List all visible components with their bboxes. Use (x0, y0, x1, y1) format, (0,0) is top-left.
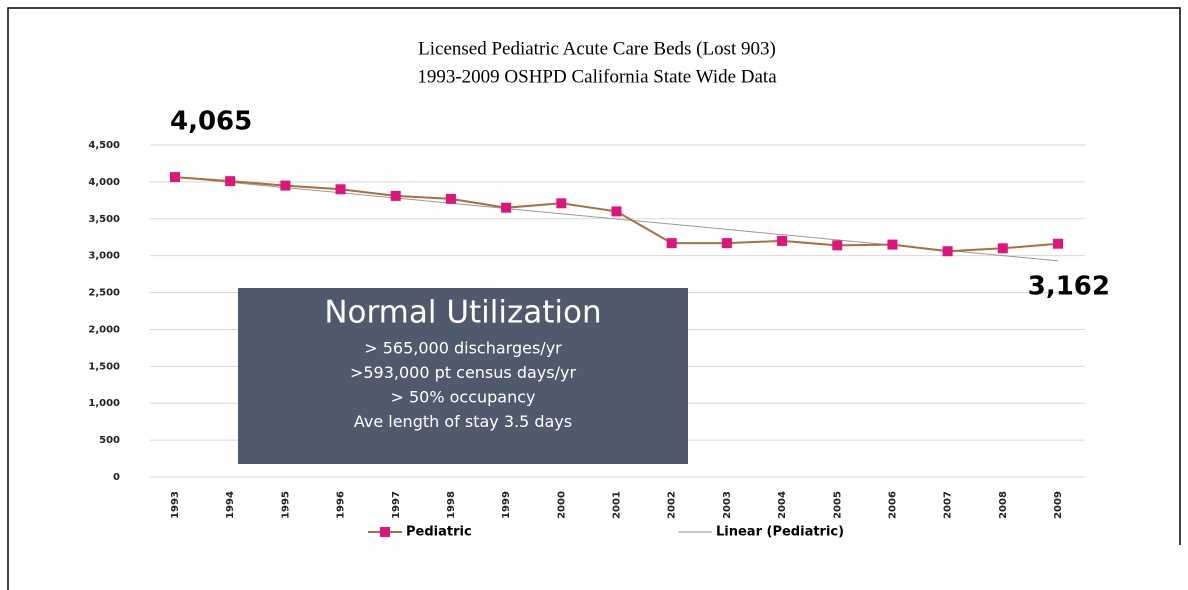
data-point (170, 172, 180, 183)
y-tick-label: 4,000 (88, 177, 120, 188)
y-tick-label: 0 (113, 472, 120, 483)
y-tick-label: 2,000 (88, 324, 120, 335)
x-tick-label: 1997 (391, 491, 402, 519)
data-point (721, 238, 732, 249)
data-point (611, 206, 622, 217)
data-point (280, 180, 291, 191)
info-box (238, 288, 688, 464)
x-tick-label: 2003 (722, 491, 733, 519)
x-tick-label: 2004 (777, 491, 788, 519)
annotation: 3,162 (1028, 272, 1110, 302)
x-tick-label: 2000 (556, 491, 567, 519)
data-point (942, 246, 953, 257)
box-line: > 50% occupancy (390, 388, 535, 407)
x-tick-label: 2007 (943, 491, 954, 519)
y-tick-label: 4,500 (88, 140, 120, 151)
frame (7, 7, 1181, 590)
data-point (887, 239, 898, 250)
box-line: >593,000 pt census days/yr (350, 363, 576, 382)
y-tick-label: 1,500 (88, 361, 120, 372)
data-point (777, 235, 788, 246)
x-tick-label: 2002 (667, 491, 678, 519)
data-point (556, 198, 567, 209)
data-point (1053, 238, 1063, 249)
data-point (445, 193, 456, 204)
box-line: > 565,000 discharges/yr (364, 339, 562, 358)
x-tick-label: 1995 (280, 491, 291, 519)
data-point (997, 243, 1008, 254)
x-tick-label: 2006 (887, 491, 898, 519)
y-tick-label: 1,000 (88, 398, 120, 409)
data-point (335, 184, 346, 195)
x-tick-label: 2009 (1053, 491, 1064, 519)
y-tick-label: 2,500 (88, 288, 120, 299)
legend-label: Linear (Pediatric) (716, 525, 844, 540)
x-tick-label: 2005 (832, 491, 843, 519)
x-tick-label: 1993 (170, 491, 181, 519)
box-heading: Normal Utilization (324, 295, 601, 331)
chart-title: Licensed Pediatric Acute Care Beds (Lost… (418, 38, 776, 59)
x-tick-label: 1994 (225, 491, 236, 519)
data-point (501, 202, 512, 213)
y-tick-label: 3,500 (88, 214, 120, 225)
data-point (390, 190, 401, 201)
legend-label: Pediatric (406, 525, 472, 540)
x-tick-label: 1999 (501, 491, 512, 519)
data-point (666, 238, 677, 249)
data-point (832, 240, 843, 251)
y-tick-label: 500 (99, 435, 120, 446)
legend-marker (380, 527, 390, 537)
annotation: 4,065 (170, 107, 252, 137)
x-tick-label: 1998 (446, 491, 457, 519)
x-tick-label: 2008 (998, 491, 1009, 519)
x-tick-label: 1996 (336, 491, 347, 519)
x-tick-label: 2001 (612, 491, 623, 519)
chart-subtitle: 1993-2009 OSHPD California State Wide Da… (417, 66, 777, 87)
data-point (225, 176, 236, 187)
y-tick-label: 3,000 (88, 251, 120, 262)
box-line: Ave length of stay 3.5 days (354, 412, 572, 431)
